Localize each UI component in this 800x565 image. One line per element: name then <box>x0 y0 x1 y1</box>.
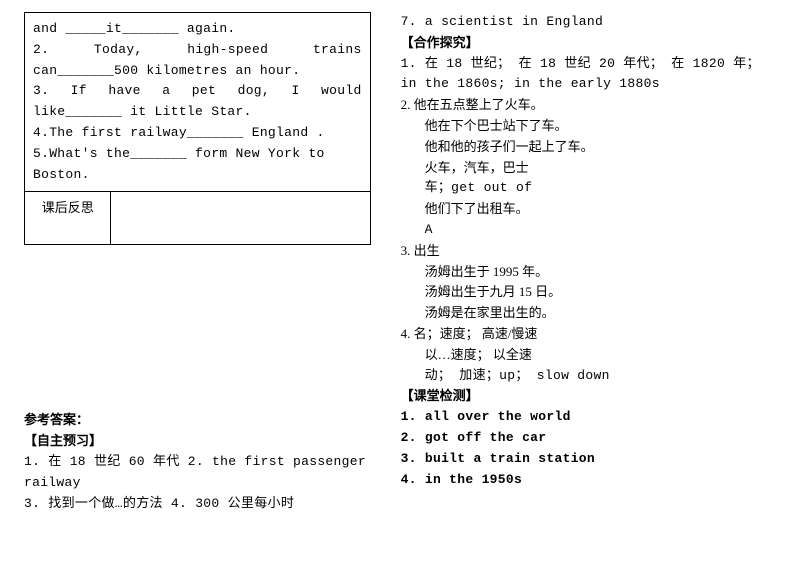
check-item: 1. all over the world <box>401 407 776 428</box>
right-sub: 他在下个巴士站下了车。 <box>425 116 776 137</box>
right-sub: 车；get out of <box>425 178 776 199</box>
exercise-line: can_______500 kilometres an hour. <box>33 61 362 82</box>
check-item: 4. in the 1950s <box>401 470 776 491</box>
right-sub: 他和他的孩子们一起上了车。 <box>425 137 776 158</box>
section-heading: 【课堂检测】 <box>401 386 776 407</box>
exercise-line: 5.What's the_______ form New York to Bos… <box>33 144 362 186</box>
left-column: and _____it_______ again. 2. Today, high… <box>24 12 371 553</box>
answers-section1: 【自主预习】 <box>24 431 371 452</box>
exercise-line: 3. If have a pet dog, I would <box>33 81 362 102</box>
right-line: 1. 在 18 世纪； 在 18 世纪 20 年代； 在 1820 年； in … <box>401 54 776 96</box>
right-sub: A <box>425 220 776 241</box>
exercise-table: and _____it_______ again. 2. Today, high… <box>24 12 371 245</box>
answers-block: 参考答案： 【自主预习】 1. 在 18 世纪 60 年代 2. the fir… <box>24 410 371 514</box>
sub-block: 他在下个巴士站下了车。 他和他的孩子们一起上了车。 火车，汽车，巴士 车；get… <box>401 116 776 241</box>
right-line: 4. 名；速度； 高速/慢速 <box>401 324 776 345</box>
right-line: 2. 他在五点整上了火车。 <box>401 95 776 116</box>
exercise-cell: and _____it_______ again. 2. Today, high… <box>25 13 371 192</box>
reflect-label-cell: 课后反思 <box>25 192 111 245</box>
right-sub: 汤姆出生于九月 15 日。 <box>425 282 776 303</box>
right-sub: 火车，汽车，巴士 <box>425 158 776 179</box>
reflect-label: 课后反思 <box>42 200 94 215</box>
sub-block: 汤姆出生于 1995 年。 汤姆出生于九月 15 日。 汤姆是在家里出生的。 <box>401 262 776 324</box>
check-item: 2. got off the car <box>401 428 776 449</box>
exercise-line: and _____it_______ again. <box>33 19 362 40</box>
answers-item: 3. 找到一个做…的方法 4. 300 公里每小时 <box>24 494 371 515</box>
right-sub: 他们下了出租车。 <box>425 199 776 220</box>
check-item: 3. built a train station <box>401 449 776 470</box>
right-sub: 汤姆是在家里出生的。 <box>425 303 776 324</box>
section-heading: 【合作探究】 <box>401 33 776 54</box>
right-column: 7. a scientist in England 【合作探究】 1. 在 18… <box>401 12 776 553</box>
exercise-line: 4.The first railway_______ England . <box>33 123 362 144</box>
right-line: 3. 出生 <box>401 241 776 262</box>
right-sub: 以…速度； 以全速 <box>425 345 776 366</box>
right-line: 7. a scientist in England <box>401 12 776 33</box>
reflect-empty-cell <box>111 192 370 245</box>
exercise-line: like_______ it Little Star. <box>33 102 362 123</box>
exercise-line: 2. Today, high-speed trains <box>33 40 362 61</box>
page-root: and _____it_______ again. 2. Today, high… <box>0 0 800 565</box>
answers-item: 1. 在 18 世纪 60 年代 2. the first passenger … <box>24 452 371 494</box>
answers-heading: 参考答案： <box>24 410 371 431</box>
right-sub: 汤姆出生于 1995 年。 <box>425 262 776 283</box>
right-sub: 动； 加速；up； slow down <box>425 366 776 387</box>
sub-block: 以…速度； 以全速 动； 加速；up； slow down <box>401 345 776 387</box>
